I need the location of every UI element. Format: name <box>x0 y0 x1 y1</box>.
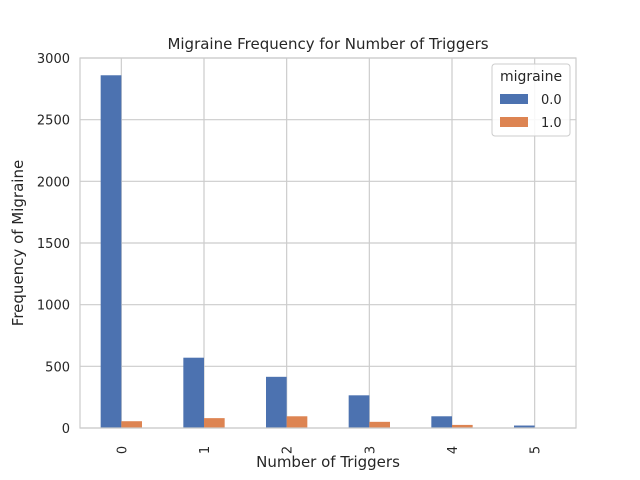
bar-series-0-cat-2 <box>266 376 287 428</box>
x-tick-label-1: 1 <box>198 446 213 454</box>
y-tick-label-6: 3000 <box>37 52 70 67</box>
chart-title: Migraine Frequency for Number of Trigger… <box>167 35 488 53</box>
y-tick-label-4: 2000 <box>37 175 70 190</box>
bar-series-0-cat-0 <box>100 75 122 429</box>
x-tick-label-5: 5 <box>529 446 544 454</box>
x-tick-label-4: 4 <box>446 446 461 454</box>
y-axis-label: Frequency of Migraine <box>9 160 27 326</box>
plot-frame <box>79 57 577 429</box>
y-tick-labels: 0 500 1000 1500 2000 2500 3000 <box>37 52 70 437</box>
y-tick-label-2: 1000 <box>37 299 70 314</box>
bar-series-1-cat-2 <box>286 416 308 428</box>
y-tick-label-0: 0 <box>62 422 70 437</box>
x-tick-label-0: 0 <box>115 446 130 454</box>
legend-label-1-0: 1.0 <box>541 116 562 131</box>
x-tick-label-2: 2 <box>281 446 296 454</box>
x-axis-label: Number of Triggers <box>256 453 400 471</box>
bar-series-0-cat-4 <box>431 416 452 428</box>
bar-series-0-cat-5 <box>514 425 535 428</box>
y-tick-label-3: 1500 <box>37 237 70 252</box>
legend-label-0-0: 0.0 <box>541 93 562 108</box>
bar-series-1-cat-3 <box>369 421 390 428</box>
bar-series-1-cat-0 <box>121 421 142 428</box>
legend: migraine 0.0 1.0 <box>491 63 571 137</box>
bars <box>100 75 556 429</box>
bar-series-0-cat-3 <box>348 395 370 428</box>
grid-lines <box>80 57 576 429</box>
bar-series-0-cat-1 <box>183 357 204 428</box>
y-tick-label-5: 2500 <box>37 114 70 129</box>
legend-swatch-0-0 <box>500 94 528 104</box>
legend-title: migraine <box>500 69 562 85</box>
x-tick-labels: 0 1 2 3 4 5 <box>115 446 543 454</box>
y-tick-label-1: 500 <box>45 360 70 375</box>
x-tick-label-3: 3 <box>363 446 378 454</box>
bar-series-1-cat-4 <box>452 424 473 428</box>
bar-series-1-cat-1 <box>204 418 225 428</box>
legend-swatch-1-0 <box>500 117 528 127</box>
